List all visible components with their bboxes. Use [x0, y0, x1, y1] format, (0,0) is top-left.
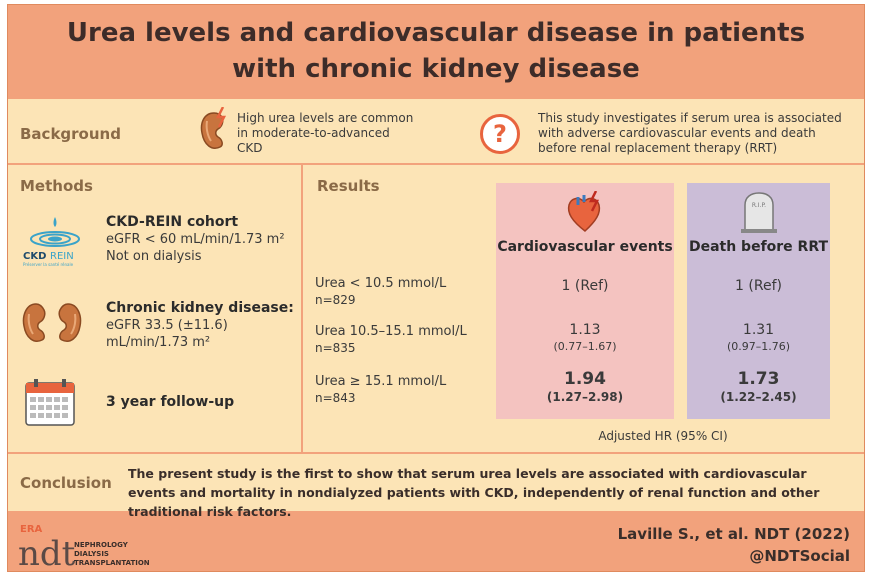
kidneys-icon — [22, 303, 82, 342]
cv-value-row1: 1 (Ref) — [496, 277, 674, 295]
row-label-1-text: Urea < 10.5 mmol/L — [315, 276, 447, 291]
journal-line-2: DIALYSIS — [74, 550, 109, 558]
death-value-row2: 1.31 (0.97–1.76) — [687, 321, 830, 355]
cohort-dialysis: Not on dialysis — [106, 249, 202, 264]
death-column: R.I.P. Death before RRT 1 (Ref) 1.31 (0.… — [687, 183, 830, 419]
title-line-2: with chronic kidney disease — [232, 54, 640, 84]
ckd-logo-text: CKD — [23, 251, 46, 262]
death-hr-row1: 1 (Ref) — [735, 278, 782, 294]
hazard-ratio-note: Adjusted HR (95% CI) — [598, 429, 728, 443]
title-line-1: Urea levels and cardiovascular disease i… — [66, 18, 806, 48]
followup-block: 3 year follow-up — [106, 393, 301, 411]
ckd-rein-logo-icon: CKD REIN Préserver la santé rénale — [23, 217, 80, 267]
row-label-3-text: Urea ≥ 15.1 mmol/L — [315, 374, 447, 389]
conclusion-label: Conclusion — [20, 474, 112, 492]
social-handle[interactable]: @NDTSocial — [749, 547, 850, 565]
row-label-1: Urea < 10.5 mmol/L n=829 — [315, 275, 495, 309]
row-label-2-text: Urea 10.5–15.1 mmol/L — [315, 324, 467, 339]
damaged-kidney-icon — [200, 107, 227, 149]
cv-value-row3: 1.94 (1.27–2.98) — [496, 369, 674, 405]
results-label: Results — [317, 177, 380, 195]
journal-line-3: TRANSPLANTATION — [74, 559, 150, 567]
row-label-1-n: n=829 — [315, 293, 356, 307]
cv-hr-row2: 1.13 — [569, 322, 601, 338]
death-hr-row3: 1.73 — [737, 369, 780, 389]
logo-tagline: Préserver la santé rénale — [23, 262, 74, 267]
methods-panel: Methods CKD REIN Préserver la santé réna… — [8, 165, 301, 452]
cohort-heading: CKD-REIN cohort — [106, 214, 239, 230]
tombstone-text: R.I.P. — [752, 202, 766, 209]
death-column-header: Death before RRT — [688, 239, 829, 255]
background-label: Background — [20, 125, 121, 143]
background-section: Background High urea levels are common i… — [8, 99, 864, 163]
conclusion-section: Conclusion The present study is the firs… — [8, 454, 864, 519]
citation-text: Laville S., et al. NDT (2022) — [617, 525, 850, 543]
methods-results-section: Methods CKD REIN Préserver la santé réna… — [8, 165, 864, 452]
row-label-3-n: n=843 — [315, 391, 356, 405]
cohort-egfr: eGFR < 60 mL/min/1.73 m² — [106, 232, 285, 247]
question-icon: ? — [480, 114, 520, 154]
cv-hr-row1: 1 (Ref) — [561, 278, 609, 294]
ckd-heading: Chronic kidney disease: — [106, 300, 294, 316]
death-ci-row2: (0.97–1.76) — [726, 340, 791, 353]
tombstone-icon: R.I.P. — [741, 192, 777, 233]
ckd-units: mL/min/1.73 m² — [106, 335, 211, 350]
cv-hr-row3: 1.94 — [564, 369, 606, 389]
death-hr-row2: 1.31 — [742, 322, 775, 338]
background-text-1: High urea levels are common in moderate-… — [237, 111, 414, 155]
cv-value-row2: 1.13 (0.77–1.67) — [496, 321, 674, 355]
cohort-block: CKD-REIN cohort eGFR < 60 mL/min/1.73 m²… — [106, 213, 301, 265]
citation: Laville S., et al. NDT (2022) @NDTSocial — [618, 523, 850, 567]
row-label-2: Urea 10.5–15.1 mmol/L n=835 — [315, 323, 495, 357]
death-value-row1: 1 (Ref) — [687, 277, 830, 295]
cardiovascular-column: Cardiovascular events 1 (Ref) 1.13 (0.77… — [496, 183, 674, 419]
ckd-egfr: eGFR 33.5 (±11.6) — [106, 318, 228, 333]
cv-column-header: Cardiovascular events — [497, 239, 673, 255]
page-title: Urea levels and cardiovascular disease i… — [8, 5, 864, 97]
results-panel: Results Cardiovascular events 1 (Ref) 1.… — [303, 165, 864, 452]
ndt-journal-logo-icon: ERA ndt NEPHROLOGY DIALYSIS TRANSPLANTAT… — [18, 524, 150, 569]
followup-heading: 3 year follow-up — [106, 394, 235, 410]
calendar-icon — [25, 379, 75, 426]
row-label-3: Urea ≥ 15.1 mmol/L n=843 — [315, 373, 495, 407]
row-label-2-n: n=835 — [315, 341, 356, 355]
ndt-logo-text: ndt — [18, 534, 76, 569]
cv-ci-row3: (1.27–2.98) — [546, 390, 624, 404]
cv-ci-row2: (0.77–1.67) — [553, 340, 617, 353]
methods-label: Methods — [20, 177, 93, 195]
death-value-row3: 1.73 (1.22–2.45) — [687, 369, 830, 405]
journal-line-1: NEPHROLOGY — [74, 541, 129, 549]
footer: ERA ndt NEPHROLOGY DIALYSIS TRANSPLANTAT… — [8, 513, 864, 571]
conclusion-text: The present study is the first to show t… — [128, 466, 820, 519]
background-text-2: This study investigates if serum urea is… — [538, 111, 842, 155]
ckd-block: Chronic kidney disease: eGFR 33.5 (±11.6… — [106, 299, 301, 351]
heart-icon — [567, 191, 601, 232]
death-ci-row3: (1.22–2.45) — [720, 390, 797, 404]
rein-logo-text: REIN — [50, 251, 74, 262]
infographic-frame: Urea levels and cardiovascular disease i… — [7, 4, 865, 572]
era-logo-text: ERA — [20, 524, 43, 535]
